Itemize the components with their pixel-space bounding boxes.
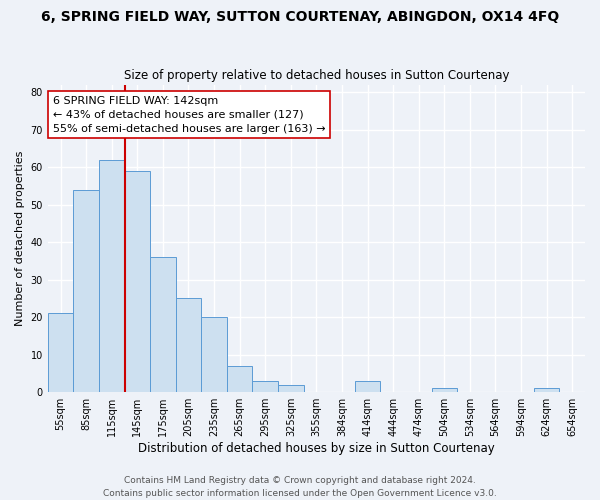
Bar <box>150 257 176 392</box>
Bar <box>125 171 150 392</box>
Bar <box>227 366 253 392</box>
Y-axis label: Number of detached properties: Number of detached properties <box>15 150 25 326</box>
Bar <box>73 190 99 392</box>
X-axis label: Distribution of detached houses by size in Sutton Courtenay: Distribution of detached houses by size … <box>138 442 495 455</box>
Text: Contains HM Land Registry data © Crown copyright and database right 2024.
Contai: Contains HM Land Registry data © Crown c… <box>103 476 497 498</box>
Bar <box>99 160 125 392</box>
Bar <box>176 298 201 392</box>
Text: 6, SPRING FIELD WAY, SUTTON COURTENAY, ABINGDON, OX14 4FQ: 6, SPRING FIELD WAY, SUTTON COURTENAY, A… <box>41 10 559 24</box>
Bar <box>253 381 278 392</box>
Bar <box>278 384 304 392</box>
Bar <box>48 314 73 392</box>
Bar <box>431 388 457 392</box>
Text: 6 SPRING FIELD WAY: 142sqm
← 43% of detached houses are smaller (127)
55% of sem: 6 SPRING FIELD WAY: 142sqm ← 43% of deta… <box>53 96 326 134</box>
Title: Size of property relative to detached houses in Sutton Courtenay: Size of property relative to detached ho… <box>124 69 509 82</box>
Bar <box>355 381 380 392</box>
Bar <box>534 388 559 392</box>
Bar <box>201 317 227 392</box>
